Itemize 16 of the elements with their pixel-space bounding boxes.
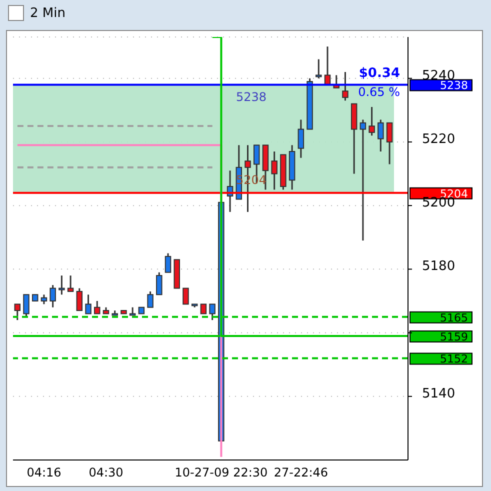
x-tick-label: 27-22:46	[274, 466, 328, 480]
x-tick-label: 04:16	[26, 466, 62, 480]
y-tick-label: 5140	[422, 386, 456, 402]
annotation: 0.65 %	[358, 84, 400, 99]
x-tick-label: 10-27-09 22:30	[174, 466, 268, 480]
annotation: $0.34	[358, 66, 400, 81]
chart-title: 2 Min	[30, 6, 66, 20]
x-tick-label: 04:30	[88, 466, 124, 480]
y-tick-label: 5200	[422, 196, 456, 211]
ref-line-label: 5165	[440, 311, 468, 324]
y-tick-label: 5180	[422, 259, 456, 274]
ref-line-label: 5159	[440, 330, 468, 344]
annotation: 5238	[236, 90, 267, 104]
ref-line-label: 5152	[440, 352, 468, 366]
y-tick-label: 5220	[422, 132, 456, 147]
ref-line-label: 5238	[440, 79, 468, 92]
